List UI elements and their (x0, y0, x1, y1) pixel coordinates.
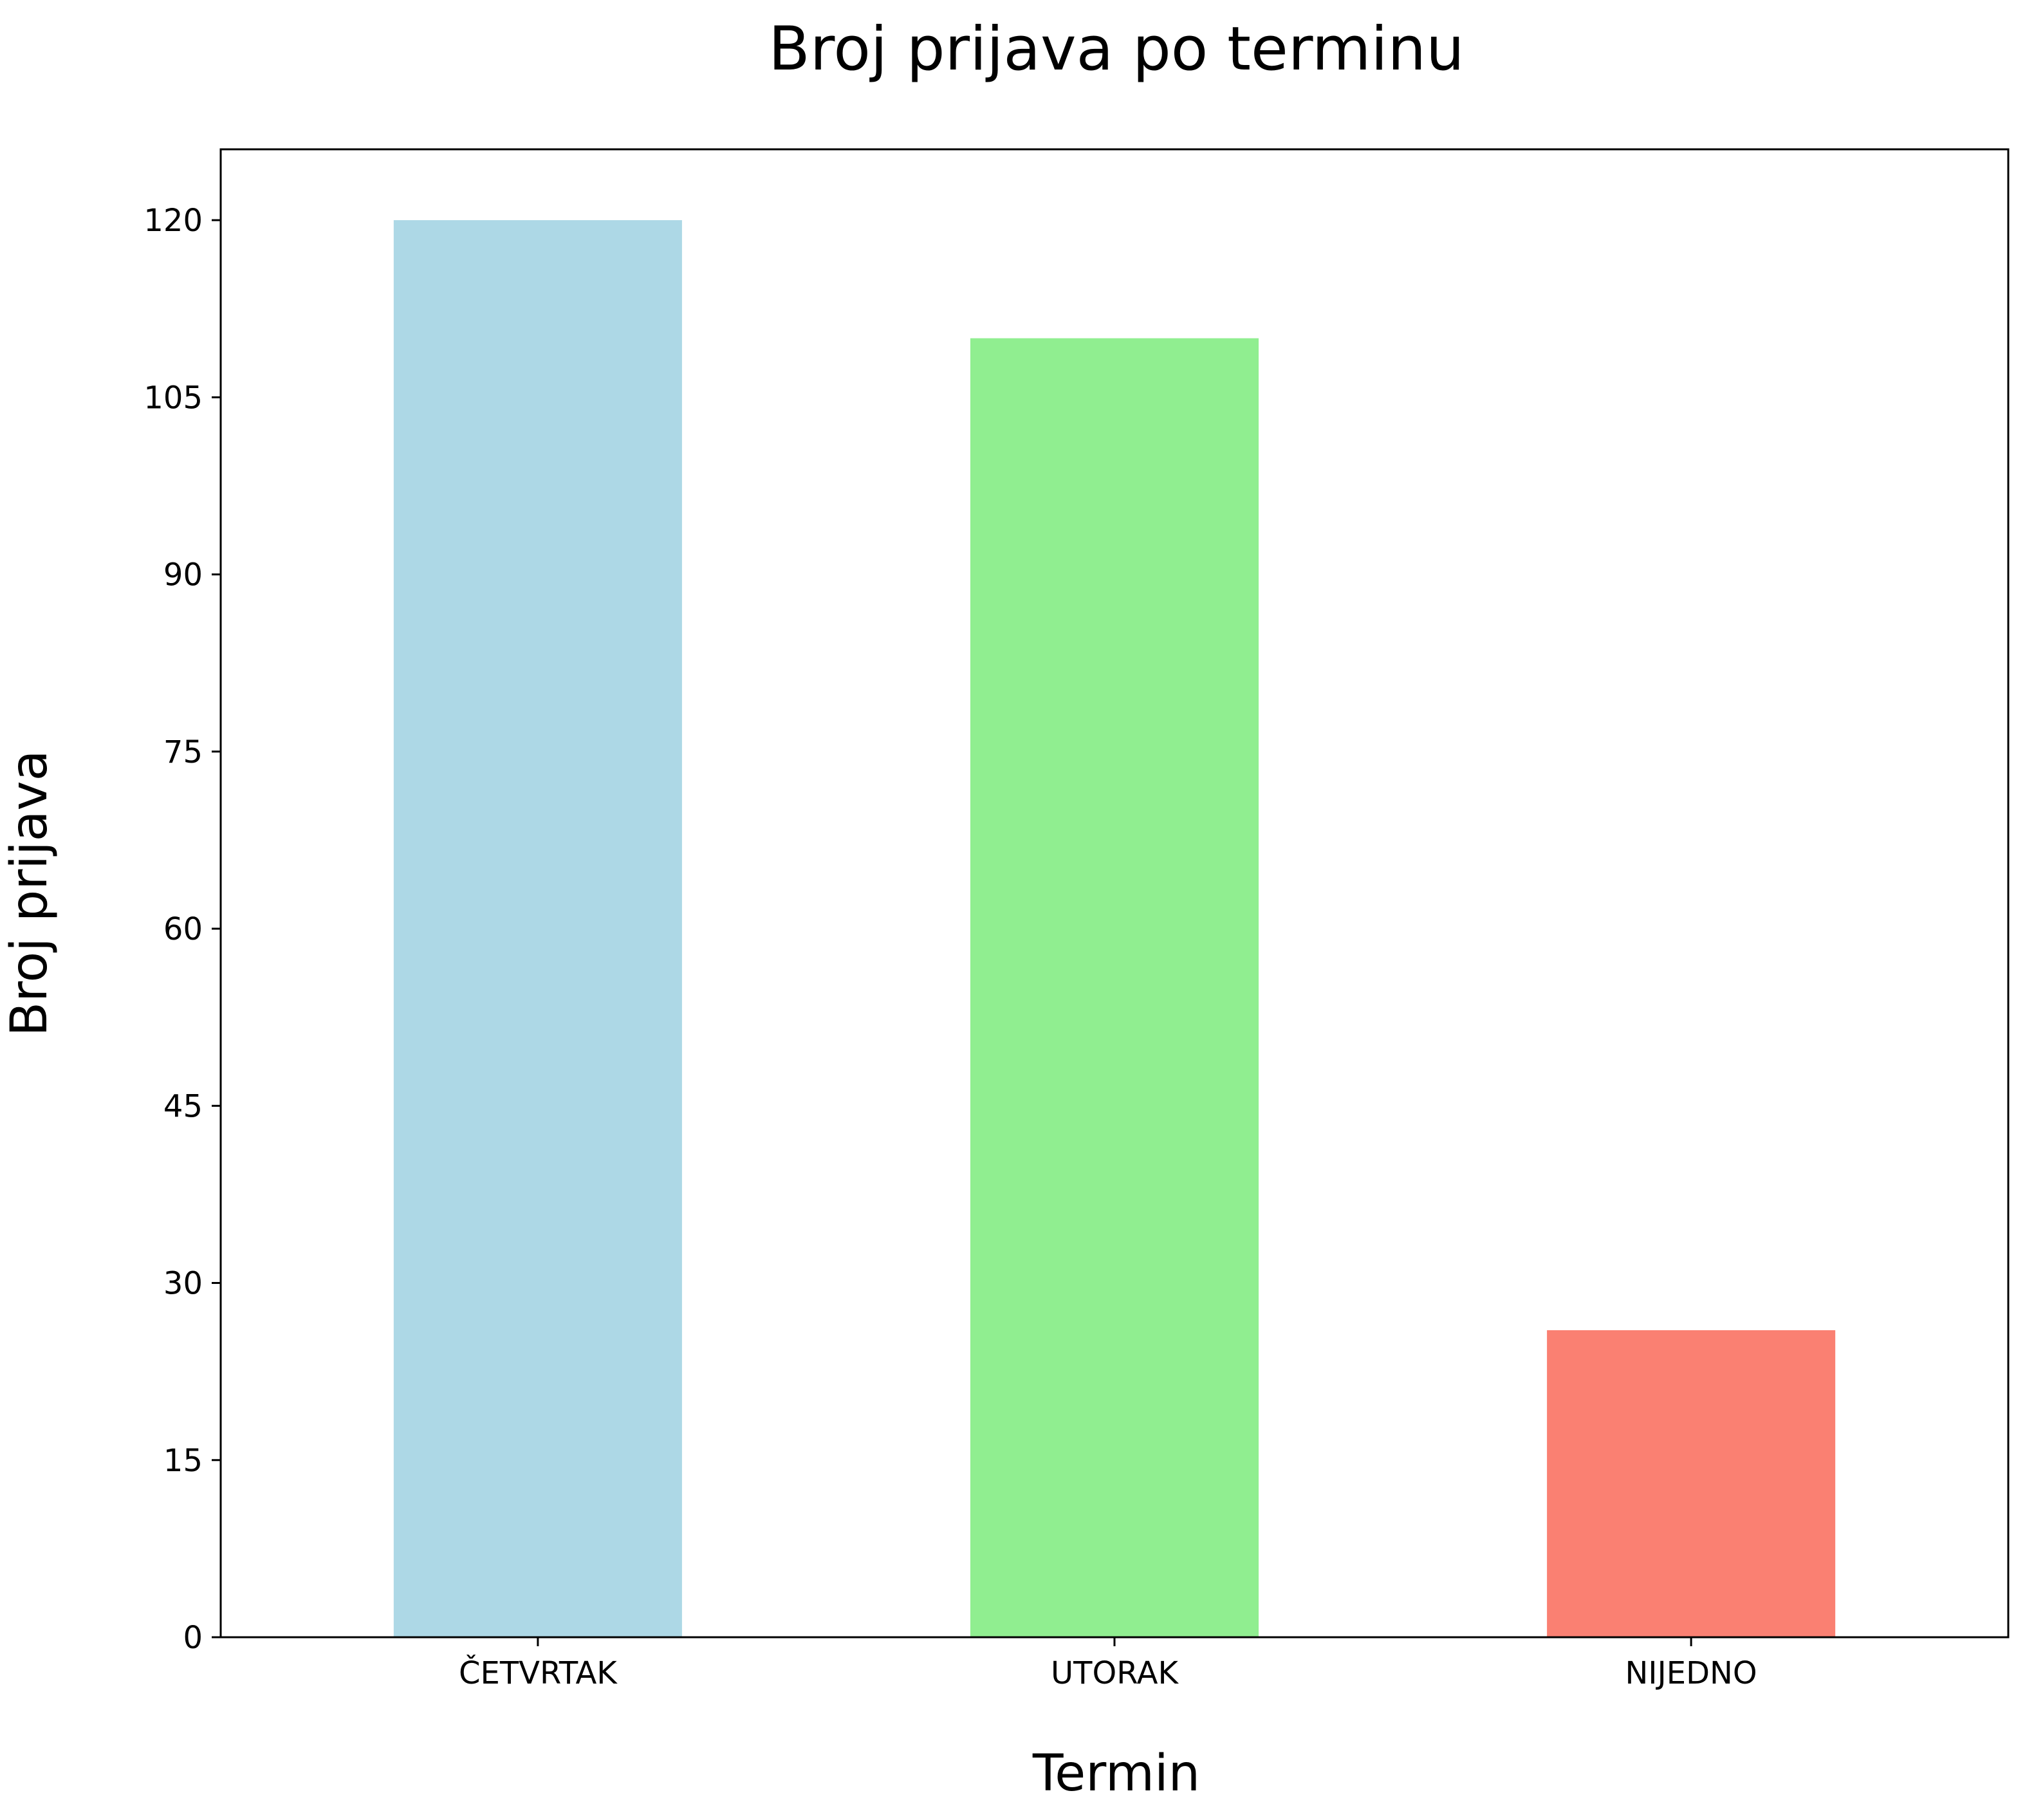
x-tick-label: UTORAK (1051, 1655, 1179, 1691)
chart-title: Broj prijava po terminu (768, 14, 1464, 84)
y-tick-label: 0 (183, 1620, 203, 1656)
y-axis-ticks: 0 15 30 45 60 75 90 105 120 (143, 203, 221, 1656)
y-tick-label: 60 (163, 911, 203, 947)
y-tick-label: 15 (163, 1443, 203, 1479)
y-tick-label: 45 (163, 1088, 203, 1124)
y-tick-label: 30 (163, 1266, 203, 1302)
y-axis-label: Broj prijava (1, 750, 59, 1037)
bar-2 (970, 338, 1259, 1637)
bar-3 (1547, 1330, 1836, 1637)
x-tick-label: ČETVRTAK (459, 1655, 618, 1691)
y-tick-label: 105 (143, 380, 203, 416)
y-tick-label: 120 (143, 203, 203, 239)
x-tick-label: NIJEDNO (1625, 1655, 1757, 1691)
bar-1 (393, 220, 682, 1638)
bars-group (393, 220, 1836, 1638)
y-tick-label: 90 (163, 557, 203, 593)
x-axis-ticks: ČETVRTAK UTORAK NIJEDNO (459, 1637, 1757, 1691)
x-axis-label: Termin (1032, 1745, 1200, 1803)
y-tick-label: 75 (163, 734, 203, 770)
